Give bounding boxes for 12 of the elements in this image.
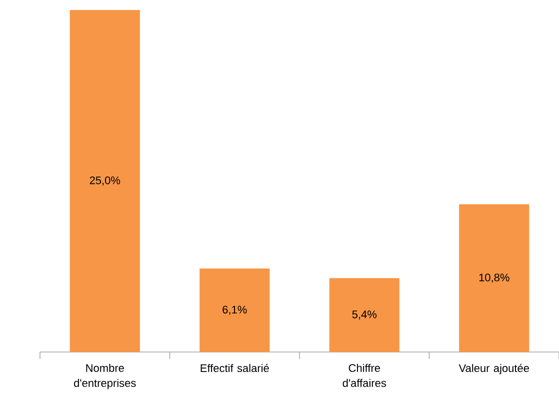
bar [70, 10, 140, 352]
x-tick-label: Valeur ajoutée [458, 364, 529, 374]
x-tick-label: Effectif salarié [200, 364, 269, 372]
bar [459, 204, 530, 352]
x-tick-label: Nombre d'entreprises [74, 364, 136, 390]
data-label: 10,8% [479, 274, 510, 283]
x-tick-label: Chiffre d'affaires [342, 364, 386, 387]
data-label: 5,4% [352, 310, 377, 320]
bar [200, 268, 270, 352]
data-label: 25,0% [90, 176, 120, 186]
bar [329, 278, 400, 352]
data-label: 6,1% [222, 306, 247, 315]
